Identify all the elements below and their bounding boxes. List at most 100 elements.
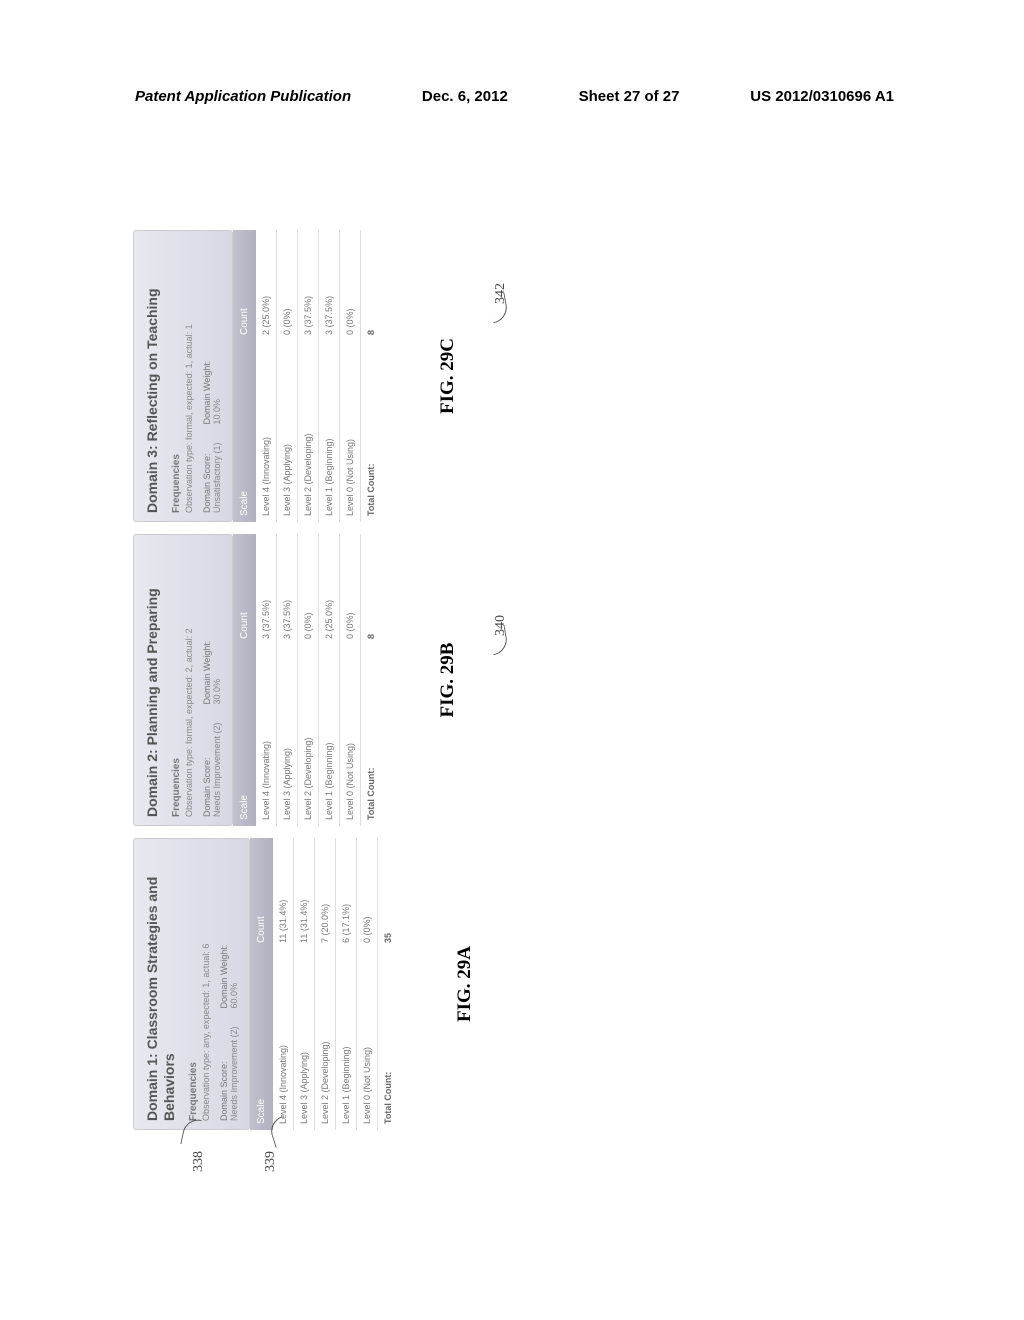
table-row: Level 1 (Beginning)2 (25.0%) (318, 534, 339, 826)
count-cell: 11 (31.4%) (273, 838, 294, 949)
table-row: Level 2 (Developing)3 (37.5%) (297, 230, 318, 522)
score-value: Needs Improvement (2) (212, 722, 222, 817)
domain-title: Domain 3: Reflecting on Teaching (144, 239, 161, 513)
freq-label: Frequencies (171, 543, 182, 817)
scale-cell: Level 0 (Not Using) (339, 341, 360, 522)
score-col: Domain Score: Needs Improvement (2) (202, 722, 222, 817)
score-value: Unsatisfactory (1) (212, 442, 222, 513)
table-row: Level 3 (Applying)11 (31.4%) (293, 838, 314, 1130)
count-cell: 3 (37.5%) (318, 230, 339, 341)
weight-label: Domain Weight: (219, 945, 229, 1009)
total-label: Total Count: (360, 341, 381, 522)
weight-col: Domain Weight: 30.0% (202, 641, 222, 705)
weight-value: 60.0% (229, 945, 239, 1009)
th-scale: Scale (233, 341, 256, 522)
score-table: Scale Count Level 4 (Innovating)3 (37.5%… (233, 534, 381, 826)
count-cell: 3 (37.5%) (276, 534, 297, 645)
score-col: Domain Score: Unsatisfactory (1) (202, 442, 222, 513)
score-row: Domain Score: Needs Improvement (2) Doma… (219, 847, 239, 1121)
table-row: Level 1 (Beginning)3 (37.5%) (318, 230, 339, 522)
weight-col: Domain Weight: 60.0% (219, 945, 239, 1009)
score-row: Domain Score: Needs Improvement (2) Doma… (202, 543, 222, 817)
score-col: Domain Score: Needs Improvement (2) (219, 1026, 239, 1121)
table-row-total: Total Count:8 (360, 230, 381, 522)
domain-panel-1: 338 339 Domain 1: Classroom Strategies a… (133, 838, 883, 1130)
figure-label: FIG. 29C (437, 230, 459, 522)
score-label: Domain Score: (202, 722, 212, 817)
count-cell: 0 (0%) (339, 534, 360, 645)
weight-label: Domain Weight: (202, 641, 212, 705)
table-row: Level 1 (Beginning)6 (17.1%) (335, 838, 356, 1130)
scale-cell: Level 2 (Developing) (297, 341, 318, 522)
total-value: 8 (360, 534, 381, 645)
scale-cell: Level 1 (Beginning) (335, 949, 356, 1130)
domain-title: Domain 1: Classroom Strategies and Behav… (144, 847, 178, 1121)
weight-value: 30.0% (212, 641, 222, 705)
panel-header: Domain 1: Classroom Strategies and Behav… (133, 838, 250, 1130)
header-pubno: US 2012/0310696 A1 (750, 88, 894, 105)
table-row: Level 2 (Developing)0 (0%) (297, 534, 318, 826)
total-label: Total Count: (377, 949, 398, 1130)
scale-cell: Level 1 (Beginning) (318, 645, 339, 826)
panel-header: Domain 2: Planning and Preparing Frequen… (133, 534, 233, 826)
scale-cell: Level 3 (Applying) (276, 341, 297, 522)
panel-header: Domain 3: Reflecting on Teaching Frequen… (133, 230, 233, 522)
count-cell: 0 (0%) (297, 534, 318, 645)
scale-cell: Level 2 (Developing) (297, 645, 318, 826)
score-table: Scale Count Level 4 (Innovating)2 (25.0%… (233, 230, 381, 522)
scale-cell: Level 3 (Applying) (293, 949, 314, 1130)
obs-line: Observation type: any, expected: 1, actu… (201, 847, 211, 1121)
ref-338: 338 (191, 1151, 207, 1172)
th-scale: Scale (233, 645, 256, 826)
table-row-total: Total Count:8 (360, 534, 381, 826)
score-label: Domain Score: (202, 442, 212, 513)
count-cell: 0 (0%) (339, 230, 360, 341)
count-cell: 0 (0%) (276, 230, 297, 341)
table-row: Level 4 (Innovating)2 (25.0%) (256, 230, 277, 522)
count-cell: 2 (25.0%) (318, 534, 339, 645)
freq-label: Frequencies (188, 847, 199, 1121)
th-count: Count (233, 230, 256, 341)
domain-panel-2: 340 Domain 2: Planning and Preparing Fre… (133, 534, 883, 826)
total-value: 35 (377, 838, 398, 949)
total-label: Total Count: (360, 645, 381, 826)
header-date: Dec. 6, 2012 (422, 88, 508, 105)
count-cell: 3 (37.5%) (256, 534, 277, 645)
count-cell: 3 (37.5%) (297, 230, 318, 341)
count-cell: 11 (31.4%) (293, 838, 314, 949)
count-cell: 7 (20.0%) (314, 838, 335, 949)
weight-value: 10.0% (212, 361, 222, 425)
table-row: Level 4 (Innovating)3 (37.5%) (256, 534, 277, 826)
domain-panel-3: 342 Domain 3: Reflecting on Teaching Fre… (133, 230, 883, 522)
count-cell: 6 (17.1%) (335, 838, 356, 949)
score-value: Needs Improvement (2) (229, 1026, 239, 1121)
table-row: Level 4 (Innovating)11 (31.4%) (273, 838, 294, 1130)
scale-cell: Level 4 (Innovating) (273, 949, 294, 1130)
table-row: Level 0 (Not Using)0 (0%) (339, 230, 360, 522)
table-row: Level 3 (Applying)0 (0%) (276, 230, 297, 522)
table-row: Level 2 (Developing)7 (20.0%) (314, 838, 335, 1130)
score-row: Domain Score: Unsatisfactory (1) Domain … (202, 239, 222, 513)
obs-line: Observation type: formal, expected: 1, a… (184, 239, 194, 513)
weight-label: Domain Weight: (202, 361, 212, 425)
table-row: Level 3 (Applying)3 (37.5%) (276, 534, 297, 826)
table-row: Level 0 (Not Using)0 (0%) (356, 838, 377, 1130)
header-left: Patent Application Publication (135, 88, 351, 105)
th-scale: Scale (250, 949, 273, 1130)
scale-cell: Level 2 (Developing) (314, 949, 335, 1130)
table-row: Level 0 (Not Using)0 (0%) (339, 534, 360, 826)
th-count: Count (233, 534, 256, 645)
score-table: Scale Count Level 4 (Innovating)11 (31.4… (250, 838, 398, 1130)
scale-cell: Level 3 (Applying) (276, 645, 297, 826)
page-header: Patent Application Publication Dec. 6, 2… (0, 88, 1024, 105)
obs-line: Observation type: formal, expected: 2, a… (184, 543, 194, 817)
freq-label: Frequencies (171, 239, 182, 513)
count-cell: 2 (25.0%) (256, 230, 277, 341)
scale-cell: Level 4 (Innovating) (256, 341, 277, 522)
th-count: Count (250, 838, 273, 949)
scale-cell: Level 4 (Innovating) (256, 645, 277, 826)
table-row-total: Total Count:35 (377, 838, 398, 1130)
figure-label: FIG. 29A (454, 838, 476, 1130)
scale-cell: Level 0 (Not Using) (356, 949, 377, 1130)
scale-cell: Level 1 (Beginning) (318, 341, 339, 522)
